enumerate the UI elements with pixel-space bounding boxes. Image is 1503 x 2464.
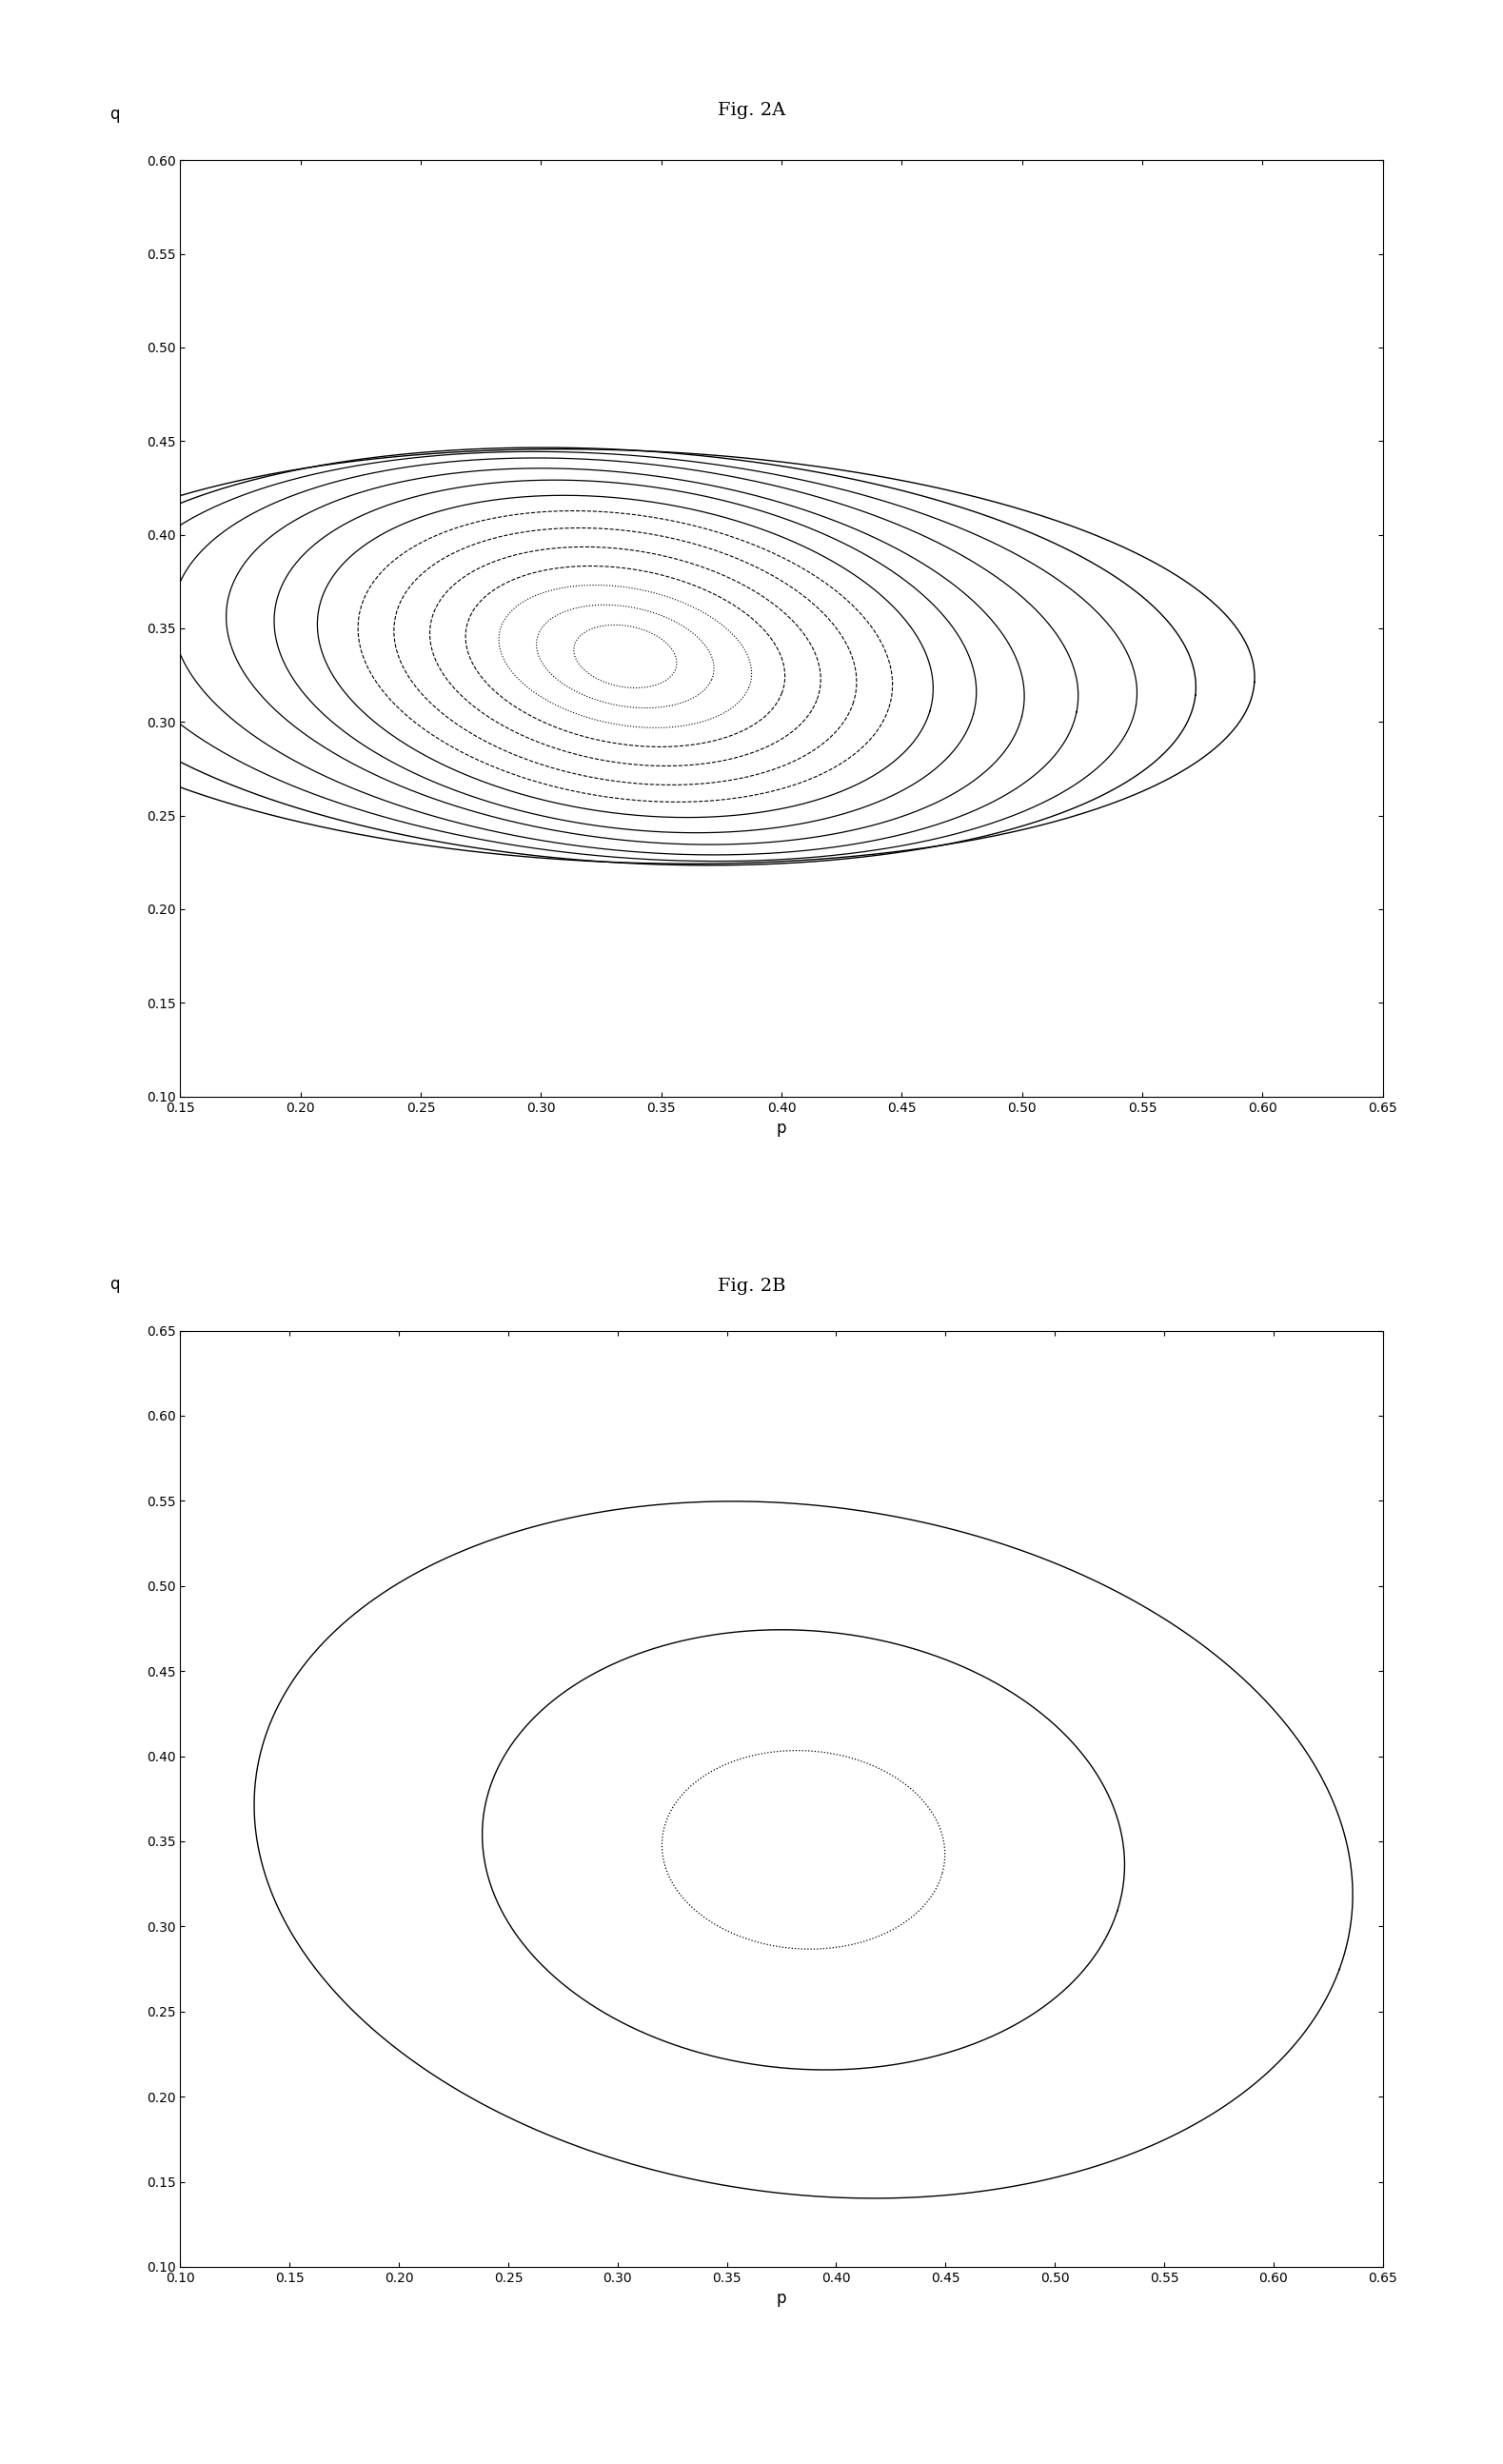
- X-axis label: p: p: [777, 1119, 786, 1136]
- Text: Fig. 2B: Fig. 2B: [717, 1279, 786, 1294]
- X-axis label: p: p: [777, 2289, 786, 2306]
- Text: Fig. 2A: Fig. 2A: [717, 103, 786, 118]
- Y-axis label: q: q: [110, 1276, 119, 1294]
- Y-axis label: q: q: [110, 106, 119, 123]
